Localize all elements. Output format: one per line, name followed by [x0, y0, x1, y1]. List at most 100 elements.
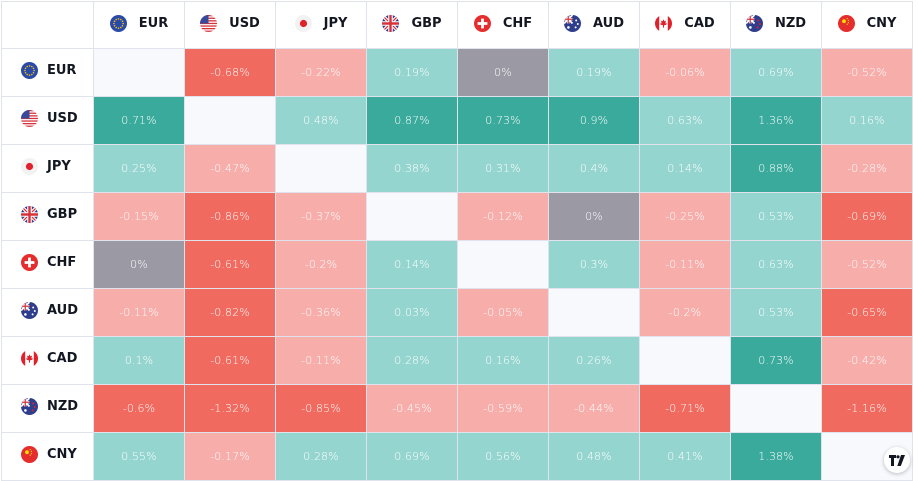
heatmap-cell[interactable]: -0.37% [275, 192, 367, 241]
column-head-cell[interactable]: NZD [730, 1, 822, 49]
heatmap-cell[interactable]: 0.53% [730, 192, 822, 241]
heatmap-cell[interactable]: 0.69% [366, 432, 458, 481]
heatmap-cell[interactable]: 0.28% [366, 336, 458, 385]
row-head-cell[interactable]: EUR [1, 48, 94, 97]
heatmap-cell[interactable]: -0.42% [821, 336, 913, 385]
heatmap-cell[interactable]: -0.61% [184, 336, 276, 385]
tradingview-logo-icon[interactable] [884, 447, 910, 473]
heatmap-cell[interactable]: 0.16% [457, 336, 549, 385]
heatmap-cell[interactable]: 0.19% [548, 48, 640, 97]
row-head-cell[interactable]: NZD [1, 384, 94, 433]
column-head-cell[interactable]: CHF [457, 1, 549, 49]
heatmap-cell[interactable]: 1.38% [730, 432, 822, 481]
heatmap-cell[interactable] [184, 96, 276, 145]
row-head-cell[interactable]: JPY [1, 144, 94, 193]
heatmap-cell[interactable] [548, 288, 640, 337]
heatmap-cell[interactable]: -0.86% [184, 192, 276, 241]
heatmap-cell[interactable] [275, 144, 367, 193]
heatmap-cell[interactable] [457, 240, 549, 289]
heatmap-cell[interactable]: -0.69% [821, 192, 913, 241]
heatmap-cell[interactable]: -0.36% [275, 288, 367, 337]
heatmap-cell[interactable]: 0.9% [548, 96, 640, 145]
heatmap-cell[interactable]: 0.63% [730, 240, 822, 289]
column-head-cell[interactable]: CAD [639, 1, 731, 49]
heatmap-cell[interactable]: -0.17% [184, 432, 276, 481]
heatmap-cell[interactable]: -0.59% [457, 384, 549, 433]
heatmap-cell[interactable]: -0.47% [184, 144, 276, 193]
heatmap-cell[interactable]: 0.14% [639, 144, 731, 193]
heatmap-cell[interactable]: 0.26% [548, 336, 640, 385]
row-head-cell[interactable]: CHF [1, 240, 94, 289]
heatmap-cell[interactable]: -0.12% [457, 192, 549, 241]
heatmap-cell[interactable]: 0.87% [366, 96, 458, 145]
heatmap-cell[interactable]: 0.28% [275, 432, 367, 481]
heatmap-cell[interactable]: -0.71% [639, 384, 731, 433]
heatmap-cell[interactable]: 0.55% [93, 432, 185, 481]
heatmap-cell[interactable]: -0.15% [93, 192, 185, 241]
heatmap-cell[interactable]: 0.48% [275, 96, 367, 145]
heatmap-cell[interactable]: -0.52% [821, 48, 913, 97]
heatmap-cell[interactable]: 0% [93, 240, 185, 289]
heatmap-cell[interactable]: -0.45% [366, 384, 458, 433]
heatmap-cell[interactable]: 0.1% [93, 336, 185, 385]
heatmap-cell[interactable]: 0.14% [366, 240, 458, 289]
column-head-cell[interactable]: USD [184, 1, 276, 49]
row-head-cell[interactable]: AUD [1, 288, 94, 337]
heatmap-cell[interactable]: 0.48% [548, 432, 640, 481]
heatmap-cell[interactable]: -0.82% [184, 288, 276, 337]
heatmap-cell[interactable] [366, 192, 458, 241]
nz-flag-icon [21, 398, 38, 415]
heatmap-cell[interactable]: -0.06% [639, 48, 731, 97]
heatmap-cell[interactable]: -0.65% [821, 288, 913, 337]
heatmap-cell[interactable]: -0.11% [93, 288, 185, 337]
heatmap-cell[interactable]: -0.68% [184, 48, 276, 97]
row-head-cell[interactable]: GBP [1, 192, 94, 241]
heatmap-cell[interactable]: -0.6% [93, 384, 185, 433]
heatmap-cell[interactable]: 0.71% [93, 96, 185, 145]
heatmap-cell[interactable]: 0.38% [366, 144, 458, 193]
heatmap-cell[interactable]: -1.32% [184, 384, 276, 433]
heatmap-cell[interactable]: 0.31% [457, 144, 549, 193]
column-head-cell[interactable]: JPY [275, 1, 367, 49]
heatmap-cell[interactable]: -0.61% [184, 240, 276, 289]
heatmap-cell[interactable]: -0.2% [639, 288, 731, 337]
heatmap-cell[interactable]: 0.53% [730, 288, 822, 337]
heatmap-cell[interactable]: 0.19% [366, 48, 458, 97]
heatmap-cell[interactable]: -0.25% [639, 192, 731, 241]
column-head-cell[interactable]: EUR [93, 1, 185, 49]
column-head-cell[interactable]: GBP [366, 1, 458, 49]
heatmap-cell[interactable] [93, 48, 185, 97]
heatmap-cell[interactable]: 0% [457, 48, 549, 97]
column-head-cell[interactable]: AUD [548, 1, 640, 49]
heatmap-cell[interactable]: 0.56% [457, 432, 549, 481]
heatmap-cell[interactable]: 0.73% [457, 96, 549, 145]
heatmap-cell[interactable]: -0.44% [548, 384, 640, 433]
heatmap-cell[interactable]: 0.16% [821, 96, 913, 145]
heatmap-cell[interactable] [639, 336, 731, 385]
heatmap-cell[interactable]: -0.52% [821, 240, 913, 289]
column-head-cell[interactable]: CNY [821, 1, 913, 49]
row-head-cell[interactable]: CNY [1, 432, 94, 481]
heatmap-cell[interactable]: 1.36% [730, 96, 822, 145]
heatmap-cell[interactable]: 0.69% [730, 48, 822, 97]
heatmap-cell[interactable]: 0% [548, 192, 640, 241]
heatmap-cell[interactable]: -0.85% [275, 384, 367, 433]
heatmap-cell[interactable]: -0.05% [457, 288, 549, 337]
row-head-cell[interactable]: CAD [1, 336, 94, 385]
heatmap-cell[interactable]: -0.2% [275, 240, 367, 289]
heatmap-cell[interactable]: 0.03% [366, 288, 458, 337]
heatmap-cell[interactable]: -0.11% [639, 240, 731, 289]
heatmap-cell[interactable]: 0.88% [730, 144, 822, 193]
heatmap-cell[interactable]: 0.63% [639, 96, 731, 145]
heatmap-cell[interactable]: 0.41% [639, 432, 731, 481]
heatmap-cell[interactable] [730, 384, 822, 433]
heatmap-cell[interactable]: 0.73% [730, 336, 822, 385]
row-head-cell[interactable]: USD [1, 96, 94, 145]
heatmap-cell[interactable]: 0.4% [548, 144, 640, 193]
heatmap-cell[interactable]: -1.16% [821, 384, 913, 433]
heatmap-cell[interactable]: -0.11% [275, 336, 367, 385]
heatmap-cell[interactable]: 0.25% [93, 144, 185, 193]
heatmap-cell[interactable]: -0.28% [821, 144, 913, 193]
heatmap-cell[interactable]: 0.3% [548, 240, 640, 289]
heatmap-cell[interactable]: -0.22% [275, 48, 367, 97]
